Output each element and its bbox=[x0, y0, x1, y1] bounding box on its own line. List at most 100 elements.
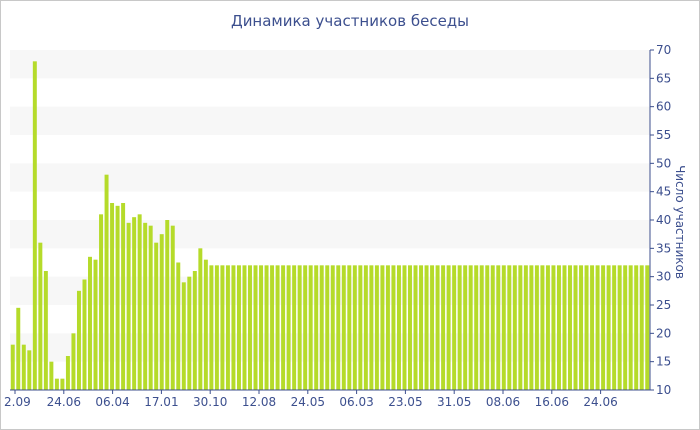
bar bbox=[540, 265, 545, 390]
bar bbox=[65, 356, 70, 390]
bar bbox=[21, 344, 26, 390]
bar bbox=[203, 259, 208, 390]
bar bbox=[601, 265, 606, 390]
bar bbox=[231, 265, 236, 390]
bar bbox=[132, 217, 137, 390]
bar bbox=[54, 378, 59, 390]
bar bbox=[281, 265, 286, 390]
y-tick-label: 40 bbox=[656, 213, 671, 227]
bar bbox=[358, 265, 363, 390]
bar bbox=[562, 265, 567, 390]
chart-title: Динамика участников беседы bbox=[230, 12, 470, 30]
bar bbox=[121, 203, 126, 390]
bar bbox=[441, 265, 446, 390]
bar bbox=[496, 265, 501, 390]
bar bbox=[43, 271, 48, 390]
bar bbox=[507, 265, 512, 390]
bar bbox=[93, 259, 98, 390]
bar bbox=[165, 220, 170, 390]
bar bbox=[402, 265, 407, 390]
bar bbox=[534, 265, 539, 390]
bar bbox=[264, 265, 269, 390]
bar bbox=[297, 265, 302, 390]
bar bbox=[154, 242, 159, 390]
y-tick-label: 50 bbox=[656, 156, 671, 170]
bar bbox=[82, 279, 87, 390]
grid-band bbox=[10, 106, 650, 135]
bar bbox=[170, 225, 175, 390]
bar bbox=[347, 265, 352, 390]
bar bbox=[148, 225, 153, 390]
bar bbox=[556, 265, 561, 390]
bar bbox=[115, 205, 120, 390]
bar bbox=[639, 265, 644, 390]
bar bbox=[225, 265, 230, 390]
bar bbox=[479, 265, 484, 390]
bar bbox=[485, 265, 490, 390]
x-tick-labels: 2.09 24.06 06.04 17.01 30.10 12.08 24.05 06.03 2… bbox=[4, 390, 618, 409]
bar bbox=[341, 265, 346, 390]
y-tick-label: 70 bbox=[656, 43, 671, 57]
bar bbox=[529, 265, 534, 390]
bar bbox=[523, 265, 528, 390]
bar bbox=[27, 350, 32, 390]
bar bbox=[446, 265, 451, 390]
x-tick-label: 2.09 bbox=[4, 395, 31, 409]
bar bbox=[49, 361, 54, 390]
x-tick-label: 24.06 bbox=[47, 395, 81, 409]
x-tick-label: 06.04 bbox=[95, 395, 129, 409]
bar bbox=[396, 265, 401, 390]
bar bbox=[391, 265, 396, 390]
bar bbox=[187, 276, 192, 390]
bar bbox=[606, 265, 611, 390]
bar bbox=[71, 333, 76, 390]
y-tick-label: 45 bbox=[656, 185, 671, 199]
bar bbox=[181, 282, 186, 390]
bar bbox=[512, 265, 517, 390]
bar bbox=[270, 265, 275, 390]
bar bbox=[330, 265, 335, 390]
bar bbox=[76, 290, 81, 390]
x-tick-label: 08.06 bbox=[486, 395, 520, 409]
bar bbox=[198, 248, 203, 390]
bar bbox=[38, 242, 43, 390]
bar bbox=[435, 265, 440, 390]
bar bbox=[292, 265, 297, 390]
y-tick-label: 55 bbox=[656, 128, 671, 142]
y-tick-label: 30 bbox=[656, 270, 671, 284]
bar bbox=[463, 265, 468, 390]
bar bbox=[60, 378, 65, 390]
bar bbox=[645, 265, 650, 390]
bar bbox=[385, 265, 390, 390]
y-tick-label: 65 bbox=[656, 71, 671, 85]
y-tick-label: 20 bbox=[656, 326, 671, 340]
bar bbox=[253, 265, 258, 390]
bar bbox=[374, 265, 379, 390]
bar bbox=[408, 265, 412, 390]
bar bbox=[286, 265, 291, 390]
x-tick-label: 23.05 bbox=[388, 395, 422, 409]
bar bbox=[413, 265, 418, 390]
bar bbox=[126, 222, 131, 390]
bar bbox=[159, 234, 164, 390]
bar bbox=[10, 344, 15, 390]
bar bbox=[369, 265, 374, 390]
bar bbox=[176, 262, 181, 390]
bar bbox=[32, 61, 37, 390]
bar bbox=[242, 265, 247, 390]
x-tick-label: 12.08 bbox=[242, 395, 276, 409]
bars bbox=[10, 61, 650, 390]
bar bbox=[336, 265, 341, 390]
bar bbox=[137, 214, 142, 390]
bar bbox=[275, 265, 280, 390]
bar bbox=[192, 271, 197, 390]
bar bbox=[579, 265, 584, 390]
y-tick-label: 10 bbox=[656, 383, 671, 397]
bar bbox=[352, 265, 357, 390]
bar bbox=[430, 265, 435, 390]
bar bbox=[419, 265, 424, 390]
bar bbox=[99, 214, 104, 390]
bar bbox=[303, 265, 308, 390]
bar bbox=[259, 265, 264, 390]
bar bbox=[501, 265, 506, 390]
